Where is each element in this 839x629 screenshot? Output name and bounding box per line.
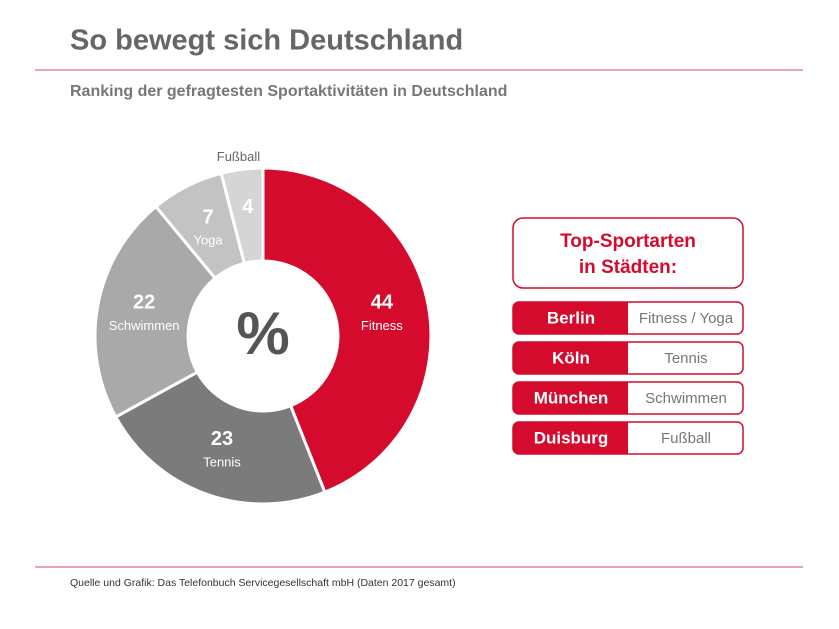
city-fill [513,422,628,454]
value-label: 23 [211,428,233,450]
chart-subtitle: Ranking der gefragtesten Sportaktivitäte… [70,83,507,100]
value-label: 22 [133,292,155,314]
wedge [93,204,218,419]
source: Quelle und Grafik: Das Telefonbuch Servi… [70,577,456,589]
city-name: Köln [552,348,590,367]
category-label: Schwimmen [109,318,180,333]
value-label: 4 [242,196,254,218]
panel-title: Top-Sportarten [560,231,696,252]
value-label: 44 [371,292,394,314]
value-label: 7 [203,206,214,228]
city-sport: Fitness / Yoga [639,310,734,327]
city-name: Berlin [547,308,595,327]
category-label: Fußball [217,149,260,164]
city-name: Duisburg [534,428,609,447]
chart-title: So bewegt sich Deutschland [70,25,463,57]
wedge [113,370,327,506]
wedge [261,166,433,495]
city-sport: Schwimmen [645,390,727,407]
category-label: Tennis [203,454,241,469]
wedge [219,166,265,266]
category-label: Yoga [193,233,223,248]
city-sport: Fußball [661,430,711,447]
category-label: Fitness [361,318,403,333]
city-name: München [534,388,609,407]
city-fill [513,302,628,334]
panel-box [512,217,744,289]
city-fill [513,342,628,374]
city-fill [513,382,628,414]
city-sport: Tennis [664,350,707,367]
panel-title: in Städten: [579,257,677,278]
center-label: % [236,300,289,367]
